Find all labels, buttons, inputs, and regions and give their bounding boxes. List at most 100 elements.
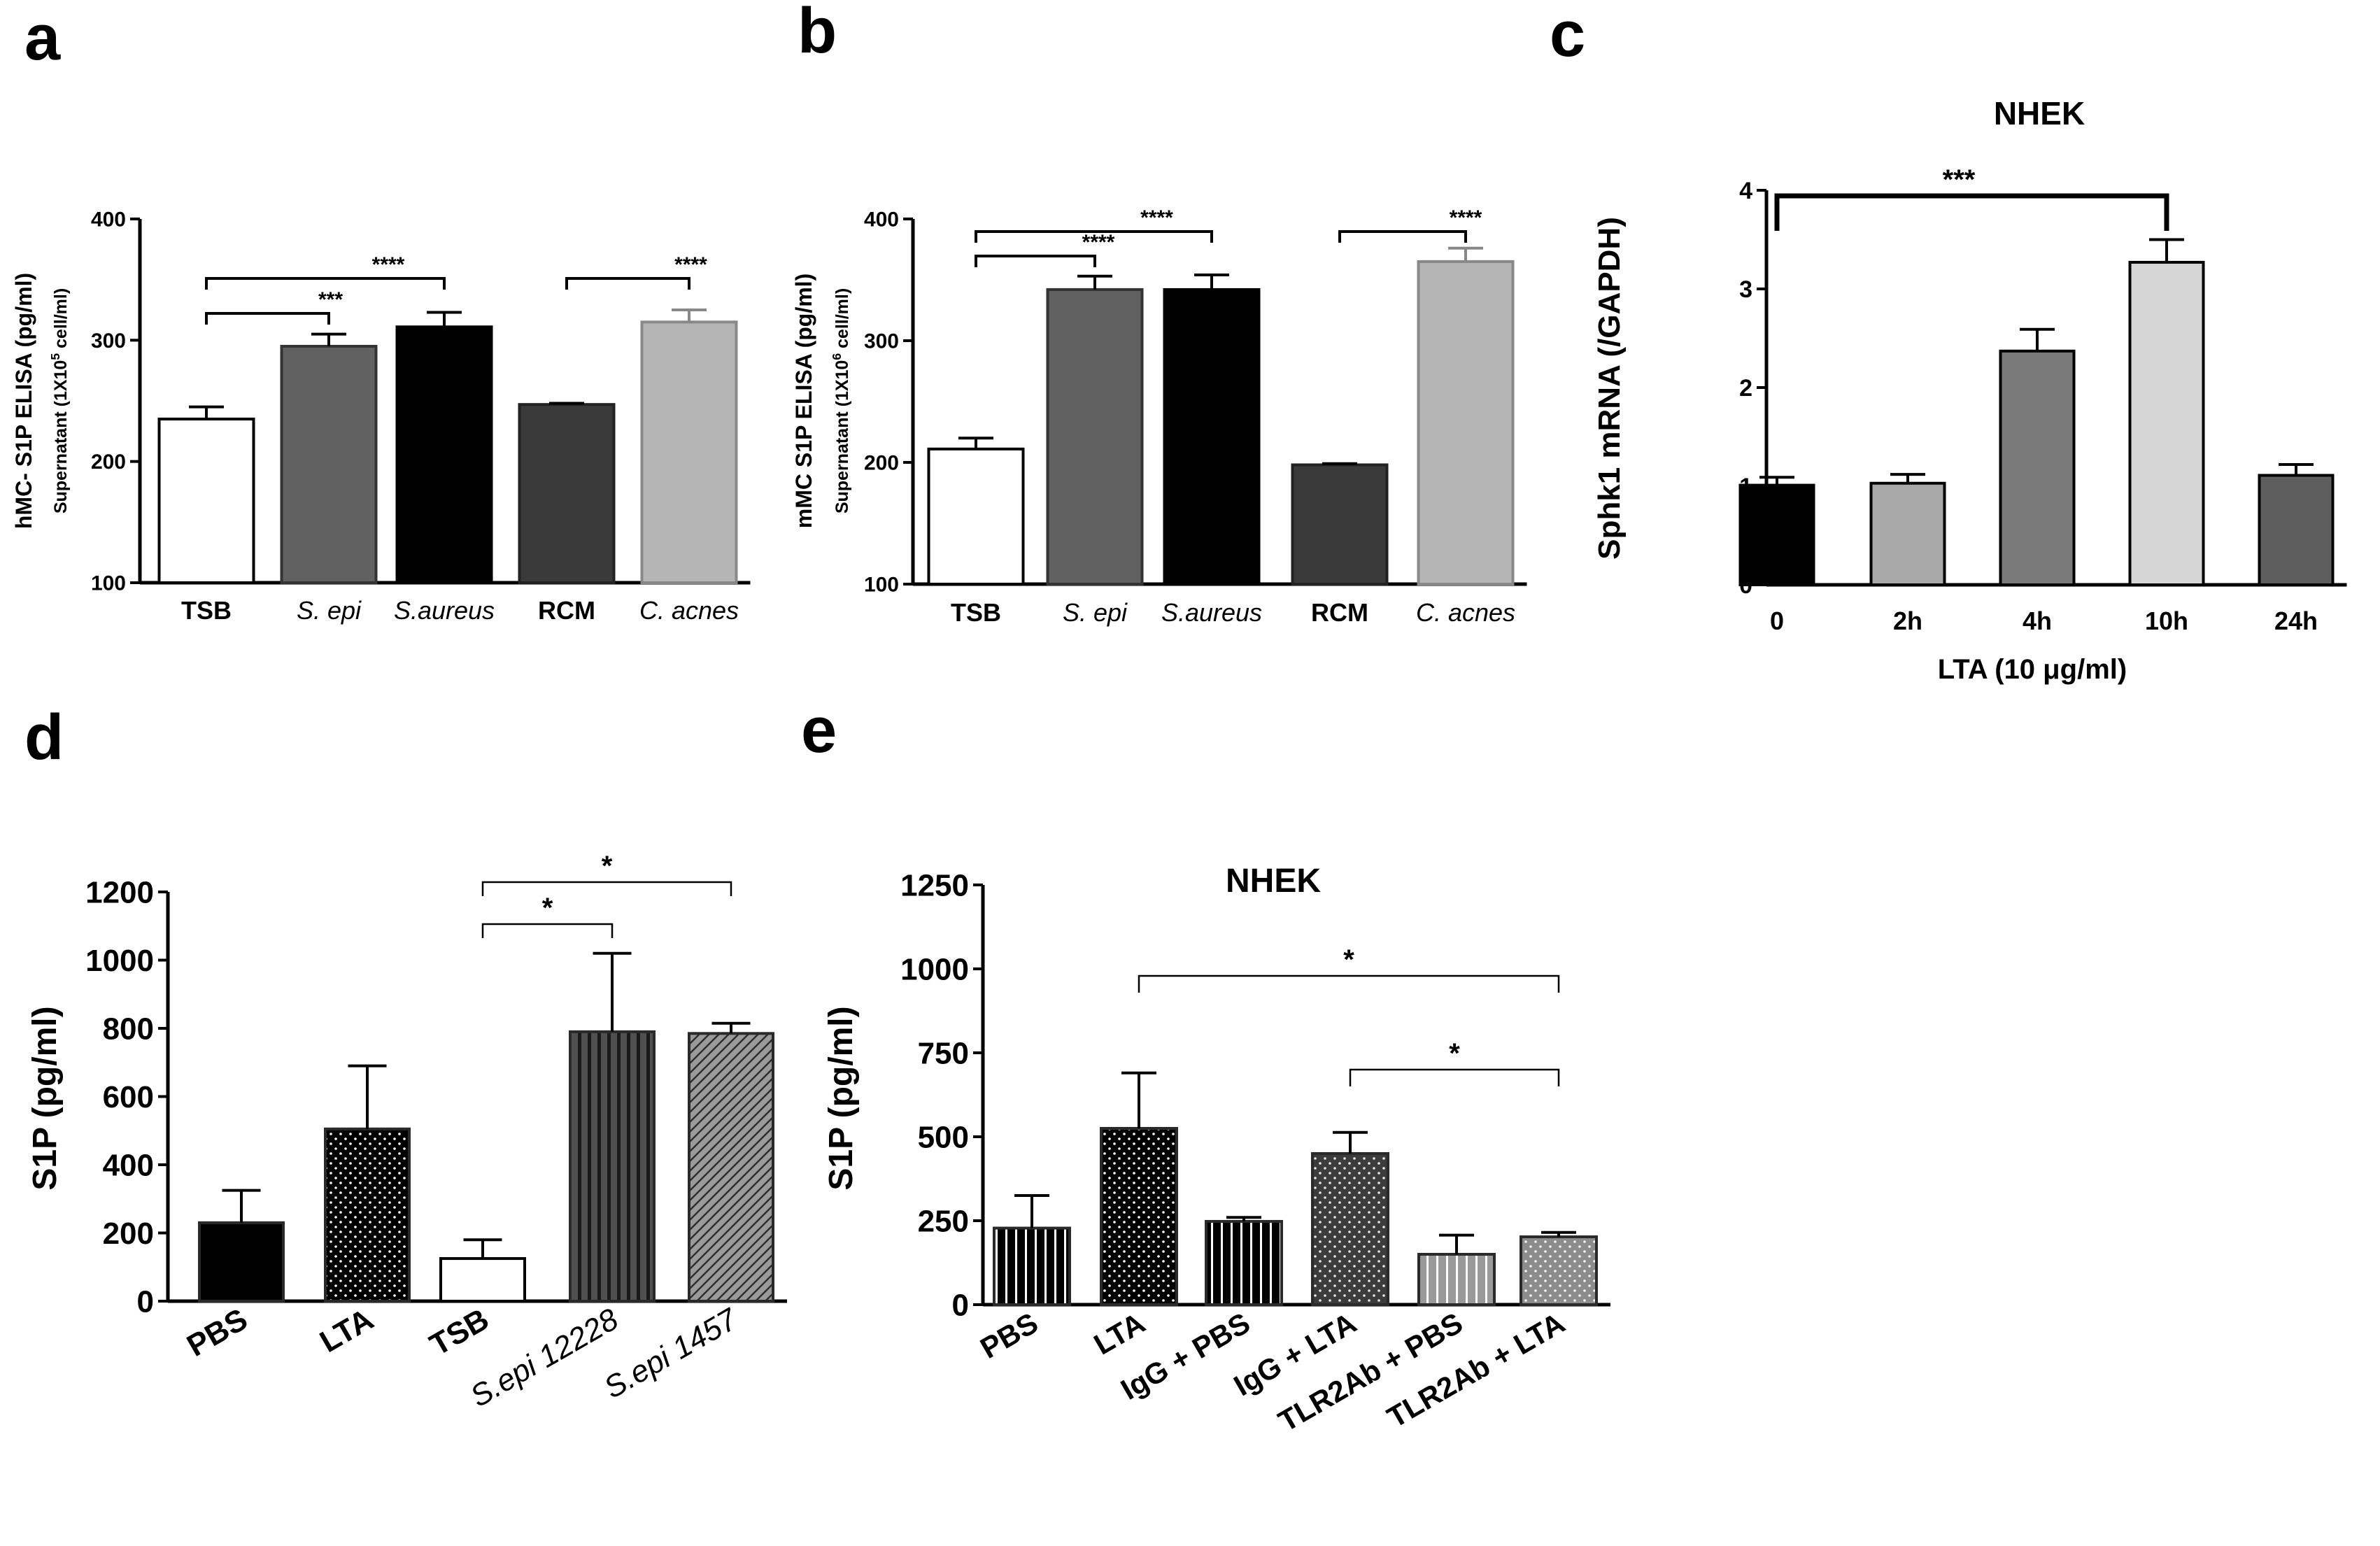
x-tick-label: LTA	[314, 1302, 379, 1359]
bar	[1291, 463, 1389, 586]
chart-title: NHEK	[1994, 95, 2085, 132]
chart-panel-a: 100 200 300 400 TSB S. epi S.aureus RCM C. acnes…	[11, 208, 751, 625]
panel-letter-c: c	[1550, 0, 1585, 70]
significance-label: ***	[318, 288, 343, 311]
y-tick-label: 4	[1739, 178, 1752, 204]
y-tick-label: 100	[91, 572, 126, 595]
significance-label: *	[1343, 944, 1354, 975]
significance-bracket	[1138, 974, 1560, 993]
bar	[1417, 1253, 1496, 1306]
x-tick-label: 24h	[2274, 607, 2318, 635]
y-tick-label: 1000	[900, 952, 969, 986]
significance-bracket	[975, 255, 1096, 267]
y-tick-label: 300	[864, 330, 899, 353]
x-tick-label: S.aureus	[1161, 598, 1262, 627]
significance-label: ****	[372, 253, 405, 276]
x-tick-label: 4h	[2023, 607, 2052, 635]
significance-label: *	[542, 893, 553, 923]
y-tick-label: 600	[103, 1080, 154, 1114]
significance-bracket	[205, 277, 446, 290]
significance-bracket	[481, 881, 732, 896]
significance-label: *	[1449, 1038, 1460, 1069]
panel-letter-d: d	[24, 702, 64, 773]
y-tick-label: 400	[103, 1148, 154, 1182]
x-tick-label: PBS	[975, 1306, 1043, 1365]
significance-bracket	[1338, 230, 1467, 243]
x-tick-label: C. acnes	[1416, 598, 1515, 627]
y-axis-label: Sphk1 mRNA (/GAPDH)	[1592, 217, 1627, 560]
y-axis-sublabel: Supernatant (1X105 cell/ml)	[48, 288, 71, 513]
x-tick-label: TSB	[424, 1302, 495, 1362]
y-tick-label: 3	[1739, 276, 1752, 303]
x-tick-label: PBS	[181, 1302, 253, 1363]
bar	[324, 1127, 411, 1303]
significance-label: ***	[1943, 164, 1976, 195]
y-axis-label: hMC- S1P ELISA (pg/ml)	[11, 273, 36, 529]
x-axis-label: LTA (10 μg/ml)	[1938, 654, 2127, 685]
bar	[2128, 260, 2205, 586]
x-tick-label: RCM	[1311, 598, 1368, 627]
panel-letter-b: b	[798, 0, 837, 66]
chart-title: NHEK	[1226, 863, 1321, 900]
x-tick-label: TSB	[181, 596, 232, 625]
bar	[518, 403, 616, 585]
x-tick-label: S. epi	[1063, 598, 1128, 627]
significance-label: ****	[1140, 206, 1173, 229]
y-axis-sublabel-end: cell/ml)	[51, 288, 71, 353]
y-tick-label: 200	[864, 452, 899, 475]
y-tick-label: 500	[918, 1120, 969, 1154]
y-tick-label: 250	[918, 1204, 969, 1238]
x-tick-label: 0	[1770, 607, 1784, 635]
bar	[927, 447, 1025, 586]
significance-bracket	[481, 923, 614, 938]
significance-label: ****	[674, 253, 707, 276]
bar	[1738, 483, 1815, 587]
x-tick-label: C. acnes	[639, 596, 739, 625]
x-tick-label: S.aureus	[394, 596, 495, 625]
x-tick-label: S. epi	[297, 596, 362, 625]
bar	[1100, 1127, 1178, 1306]
bar	[1869, 481, 1946, 587]
x-tick-label: 2h	[1893, 607, 1922, 635]
significance-bracket	[1349, 1068, 1560, 1086]
bar	[1417, 260, 1515, 586]
bar	[640, 320, 738, 584]
y-axis-sublabel-text: Supernatant (1X10	[51, 360, 71, 514]
x-tick-label: TLR2Ab + LTA	[1382, 1306, 1571, 1434]
y-axis-sublabel-end: cell/ml)	[833, 288, 852, 353]
y-tick-label: 1000	[85, 944, 154, 978]
panel-letter-e: e	[801, 695, 837, 766]
bar	[1311, 1152, 1389, 1306]
bar	[1520, 1235, 1598, 1307]
significance-bracket	[1774, 193, 2169, 231]
significance-bracket	[205, 312, 330, 325]
y-axis-sublabel-sup: 5	[48, 353, 62, 360]
y-tick-label: 750	[918, 1036, 969, 1070]
y-tick-label: 1250	[900, 868, 969, 902]
y-tick-label: 0	[137, 1284, 154, 1319]
x-tick-label: 10h	[2145, 607, 2188, 635]
y-tick-label: 100	[864, 574, 899, 597]
y-axis-label: S1P (pg/ml)	[27, 1006, 64, 1190]
x-tick-label: S.epi 1457	[598, 1301, 744, 1405]
bar	[1999, 349, 2076, 586]
bar	[439, 1257, 526, 1303]
x-tick-label: S.epi 12228	[465, 1302, 624, 1414]
chart-panel-b: 100 200 300 400 TSB S. epi S.aureus RCM C. acnes…	[791, 206, 1527, 627]
significance-bracket	[565, 277, 690, 290]
panel-letter-a: a	[24, 2, 61, 73]
y-tick-label: 200	[103, 1217, 154, 1251]
bar	[280, 345, 378, 584]
y-axis-label: mMC S1P ELISA (pg/ml)	[791, 274, 816, 528]
significance-label: ****	[1082, 231, 1115, 254]
y-axis-label: S1P (pg/ml)	[823, 1006, 860, 1190]
bar	[2258, 474, 2335, 586]
bar	[569, 1030, 656, 1303]
y-tick-label: 300	[91, 329, 126, 353]
bar	[993, 1226, 1071, 1307]
y-tick-label: 200	[91, 451, 126, 474]
y-axis-sublabel-sup: 6	[830, 353, 844, 360]
y-tick-label: 400	[91, 208, 126, 232]
